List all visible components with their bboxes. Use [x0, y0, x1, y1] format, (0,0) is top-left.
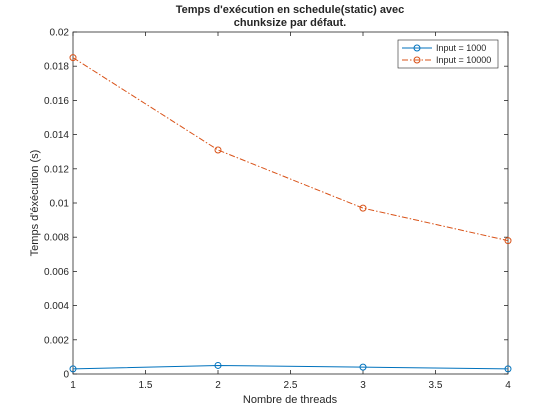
- x-tick-label: 1: [70, 380, 76, 391]
- y-axis: 0 0.002 0.004 0.006 0.008 0.01 0.012 0.014 0.016…: [44, 28, 508, 381]
- y-tick-label: 0.004: [44, 301, 69, 312]
- x-tick-label: 3.5: [429, 380, 443, 391]
- legend-marker-input-1000: [413, 44, 421, 52]
- chart-title-line-1: Temps d'exécution en schedule(static) av…: [176, 4, 405, 16]
- x-tick-label: 3: [360, 380, 366, 391]
- y-tick-label: 0.014: [44, 130, 69, 141]
- data-point-input-10000: [69, 54, 77, 62]
- data-point-input-1000: [69, 365, 77, 373]
- data-point-input-10000: [359, 204, 367, 212]
- x-tick-label: 2.5: [284, 380, 298, 391]
- y-tick-label: 0.002: [44, 335, 69, 346]
- y-tick-label: 0.01: [50, 199, 70, 210]
- chart-title-line-2: chunksize par défaut.: [234, 17, 346, 29]
- series-layer: [69, 54, 512, 373]
- y-axis-label: Temps d'éxécution (s): [29, 150, 41, 257]
- y-tick-label: 0.012: [44, 164, 69, 175]
- data-point-input-10000: [214, 146, 222, 154]
- y-tick-label: 0.006: [44, 267, 69, 278]
- x-tick-label: 4: [505, 380, 511, 391]
- legend-box: [397, 39, 499, 69]
- x-axis: 1 1.5 2 2.5 3 3.5 4: [70, 32, 511, 391]
- data-point-input-10000: [504, 237, 512, 245]
- data-point-input-1000: [214, 361, 222, 369]
- data-point-input-1000: [504, 365, 512, 373]
- y-tick-label: 0: [63, 370, 69, 381]
- x-tick-label: 1.5: [139, 380, 153, 391]
- x-axis-label: Nombre de threads: [243, 394, 338, 406]
- series-line-input-1000: [72, 364, 509, 370]
- x-tick-label: 2: [215, 380, 221, 391]
- legend: Input = 1000 Input = 10000: [397, 39, 499, 69]
- y-tick-label: 0.018: [44, 62, 69, 73]
- plot-area: [72, 31, 509, 375]
- y-tick-label: 0.02: [50, 28, 70, 39]
- legend-label-input-1000: Input = 1000: [436, 43, 486, 53]
- legend-label-input-10000: Input = 10000: [436, 55, 491, 65]
- y-tick-label: 0.016: [44, 96, 69, 107]
- y-tick-label: 0.008: [44, 233, 69, 244]
- legend-marker-input-10000: [413, 56, 421, 64]
- data-point-input-1000: [359, 363, 367, 371]
- series-line-input-10000: [72, 57, 509, 242]
